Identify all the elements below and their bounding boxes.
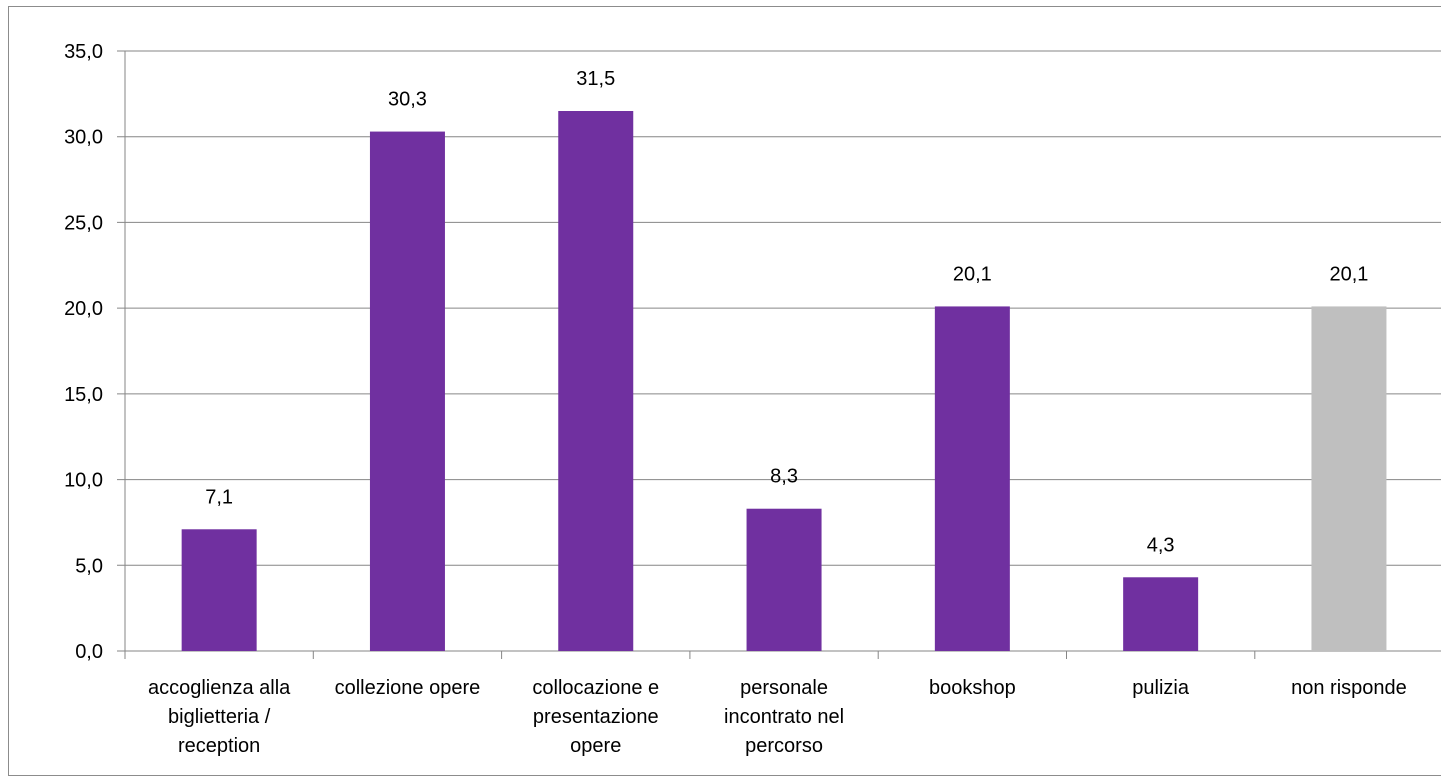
x-category-label: biglietteria / bbox=[168, 706, 271, 728]
x-category-label: percorso bbox=[745, 735, 823, 757]
data-label: 31,5 bbox=[576, 68, 615, 90]
data-label: 20,1 bbox=[953, 263, 992, 285]
x-category-label: pulizia bbox=[1132, 677, 1190, 699]
x-category-label: bookshop bbox=[929, 677, 1016, 699]
y-tick-label: 15,0 bbox=[64, 384, 103, 406]
data-label: 7,1 bbox=[205, 486, 233, 508]
x-category-label: presentazione bbox=[533, 706, 659, 728]
x-category-label: reception bbox=[178, 735, 260, 757]
bar bbox=[1311, 306, 1387, 651]
x-category-label: accoglienza alla bbox=[148, 677, 291, 699]
bar bbox=[1123, 577, 1199, 651]
data-label: 8,3 bbox=[770, 466, 798, 488]
bar bbox=[369, 131, 445, 652]
y-tick-label: 30,0 bbox=[64, 127, 103, 149]
y-tick-label: 25,0 bbox=[64, 212, 103, 234]
data-label: 30,3 bbox=[388, 89, 427, 111]
bar bbox=[934, 306, 1010, 651]
x-category-label: incontrato nel bbox=[724, 706, 844, 728]
data-label: 4,3 bbox=[1147, 534, 1175, 556]
y-tick-label: 35,0 bbox=[64, 41, 103, 63]
x-category-label: collocazione e bbox=[532, 677, 659, 699]
y-tick-label: 20,0 bbox=[64, 298, 103, 320]
x-category-label: personale bbox=[740, 677, 828, 699]
data-label: 20,1 bbox=[1329, 263, 1368, 285]
y-tick-label: 0,0 bbox=[75, 641, 103, 663]
x-category-label: non risponde bbox=[1291, 677, 1407, 699]
bar bbox=[558, 111, 634, 651]
x-category-label: collezione opere bbox=[335, 677, 481, 699]
y-tick-label: 10,0 bbox=[64, 470, 103, 492]
y-tick-label: 5,0 bbox=[75, 555, 103, 577]
bar bbox=[181, 529, 257, 651]
bar bbox=[746, 508, 822, 651]
x-category-label: opere bbox=[570, 735, 621, 757]
